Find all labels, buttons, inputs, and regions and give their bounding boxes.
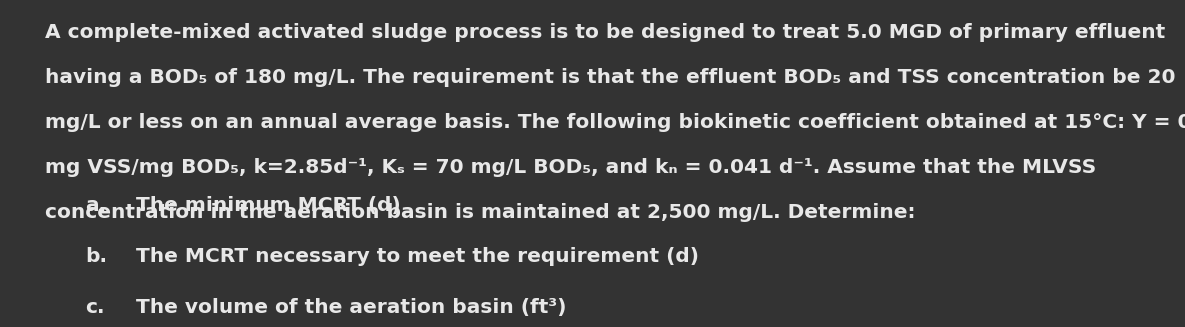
Text: c.: c. xyxy=(85,298,104,317)
Text: mg/L or less on an annual average basis. The following biokinetic coefficient ob: mg/L or less on an annual average basis.… xyxy=(45,113,1185,132)
Text: The MCRT necessary to meet the requirement (d): The MCRT necessary to meet the requireme… xyxy=(136,247,699,266)
Text: mg VSS/mg BOD₅, k=2.85d⁻¹, Kₛ = 70 mg/L BOD₅, and kₙ = 0.041 d⁻¹. Assume that th: mg VSS/mg BOD₅, k=2.85d⁻¹, Kₛ = 70 mg/L … xyxy=(45,158,1096,177)
Text: concentration in the aeration basin is maintained at 2,500 mg/L. Determine:: concentration in the aeration basin is m… xyxy=(45,203,916,222)
Text: b.: b. xyxy=(85,247,108,266)
Text: a.: a. xyxy=(85,196,107,215)
Text: The volume of the aeration basin (ft³): The volume of the aeration basin (ft³) xyxy=(136,298,566,317)
Text: A complete-mixed activated sludge process is to be designed to treat 5.0 MGD of : A complete-mixed activated sludge proces… xyxy=(45,23,1165,42)
Text: having a BOD₅ of 180 mg/L. The requirement is that the effluent BOD₅ and TSS con: having a BOD₅ of 180 mg/L. The requireme… xyxy=(45,68,1176,87)
Text: The minimum MCRT (d): The minimum MCRT (d) xyxy=(136,196,401,215)
